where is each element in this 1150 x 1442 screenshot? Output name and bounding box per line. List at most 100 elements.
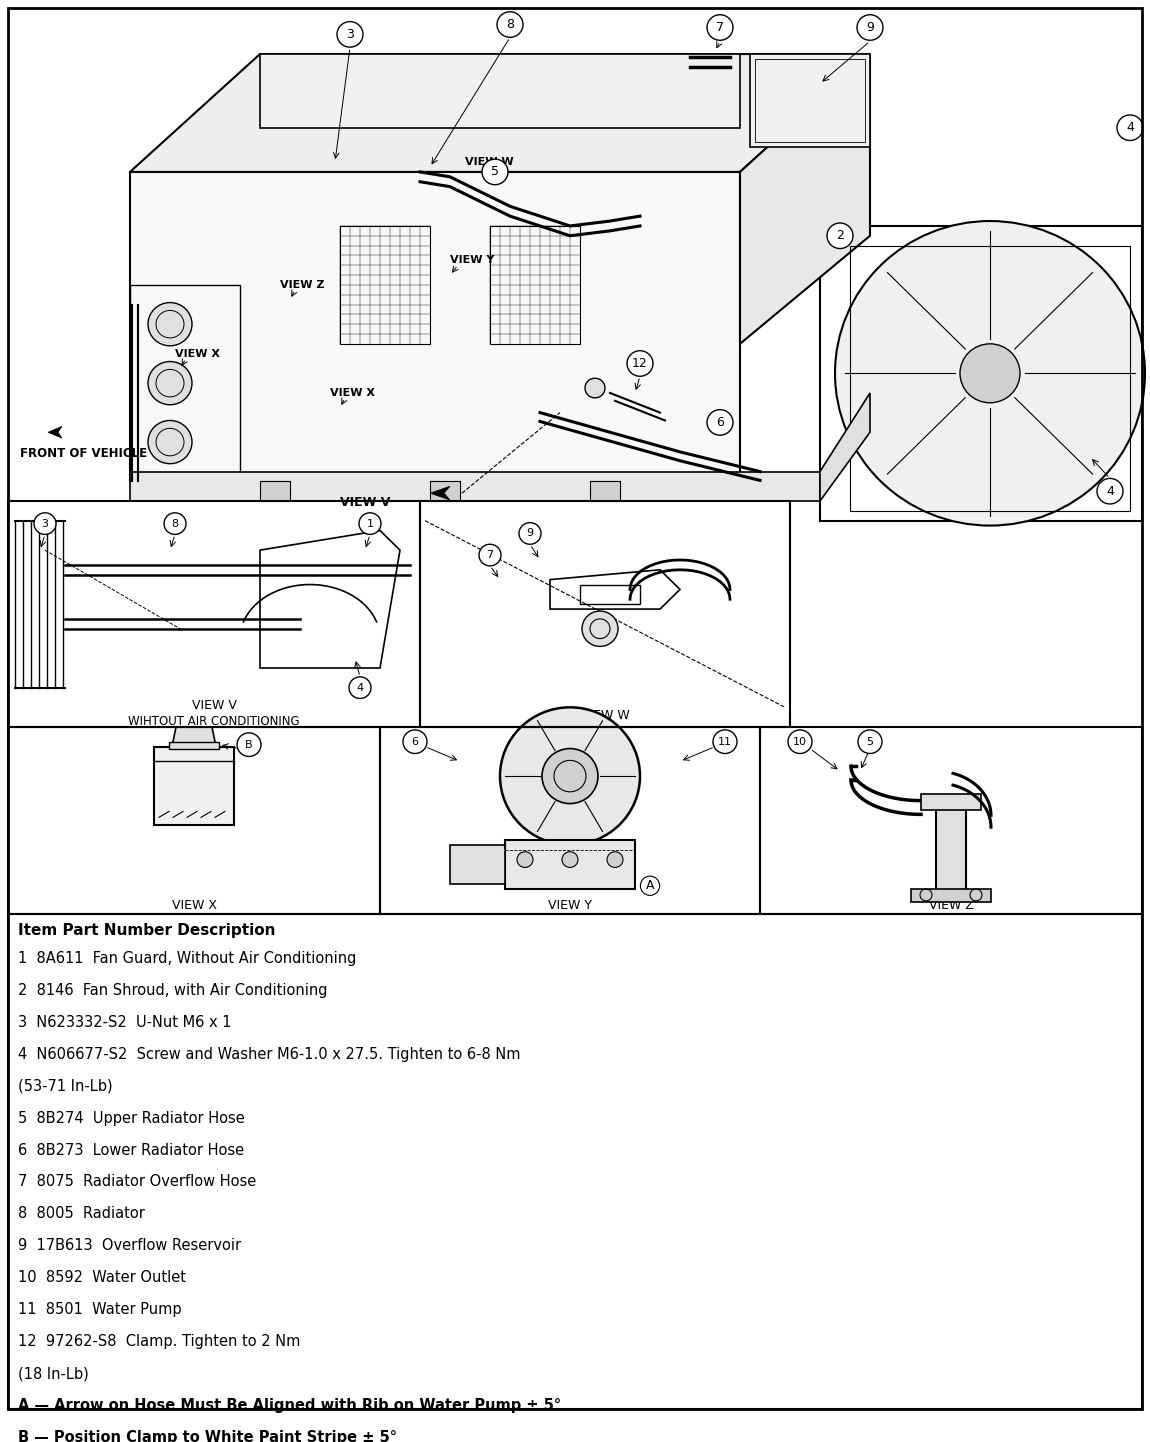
Text: 10  8592  Water Outlet: 10 8592 Water Outlet bbox=[18, 1270, 186, 1285]
Text: 2: 2 bbox=[836, 229, 844, 242]
Text: 9  17B613  Overflow Reservoir: 9 17B613 Overflow Reservoir bbox=[18, 1239, 242, 1253]
Text: A — Arrow on Hose Must Be Aligned with Rib on Water Pump ± 5°: A — Arrow on Hose Must Be Aligned with R… bbox=[18, 1397, 561, 1413]
Text: (53-71 In-Lb): (53-71 In-Lb) bbox=[18, 1079, 113, 1093]
Circle shape bbox=[480, 544, 501, 565]
Circle shape bbox=[585, 378, 605, 398]
Text: VIEW V: VIEW V bbox=[340, 496, 390, 509]
Text: A: A bbox=[646, 880, 654, 893]
Circle shape bbox=[402, 730, 427, 754]
Circle shape bbox=[518, 852, 532, 868]
Circle shape bbox=[857, 14, 883, 40]
Circle shape bbox=[960, 343, 1020, 402]
Text: 9: 9 bbox=[866, 22, 874, 35]
Text: B — Position Clamp to White Paint Stripe ± 5°: B — Position Clamp to White Paint Stripe… bbox=[18, 1430, 397, 1442]
Polygon shape bbox=[172, 727, 216, 747]
Polygon shape bbox=[820, 226, 1142, 521]
Text: VIEW X: VIEW X bbox=[175, 349, 220, 359]
Circle shape bbox=[148, 421, 192, 464]
Polygon shape bbox=[820, 394, 871, 500]
Text: 4: 4 bbox=[356, 682, 363, 692]
Circle shape bbox=[827, 224, 853, 248]
Text: 7  8075  Radiator Overflow Hose: 7 8075 Radiator Overflow Hose bbox=[18, 1174, 256, 1190]
Text: 8: 8 bbox=[506, 19, 514, 32]
Bar bbox=[490, 226, 580, 343]
Polygon shape bbox=[911, 890, 991, 901]
Text: Item Part Number Description: Item Part Number Description bbox=[18, 923, 276, 939]
Text: 5: 5 bbox=[866, 737, 874, 747]
Text: VIEW V: VIEW V bbox=[192, 699, 237, 712]
Text: 3  N623332-S2  U-Nut M6 x 1: 3 N623332-S2 U-Nut M6 x 1 bbox=[18, 1015, 231, 1030]
Polygon shape bbox=[130, 172, 739, 482]
Text: VIEW Y: VIEW Y bbox=[450, 255, 494, 265]
Polygon shape bbox=[450, 845, 505, 884]
Text: 3: 3 bbox=[41, 519, 48, 529]
Text: 1  8A611  Fan Guard, Without Air Conditioning: 1 8A611 Fan Guard, Without Air Condition… bbox=[18, 950, 356, 966]
Circle shape bbox=[359, 513, 381, 535]
Circle shape bbox=[1117, 115, 1143, 140]
Bar bbox=[420, 500, 790, 727]
Text: 4: 4 bbox=[1106, 485, 1114, 497]
Text: 5  8B274  Upper Radiator Hose: 5 8B274 Upper Radiator Hose bbox=[18, 1110, 245, 1126]
Polygon shape bbox=[430, 482, 460, 500]
Polygon shape bbox=[430, 486, 450, 500]
Circle shape bbox=[713, 730, 737, 754]
Text: 1: 1 bbox=[367, 519, 374, 529]
Text: 10: 10 bbox=[793, 737, 807, 747]
Text: VIEW W: VIEW W bbox=[465, 157, 514, 167]
Text: (18 In-Lb): (18 In-Lb) bbox=[18, 1366, 89, 1381]
Circle shape bbox=[482, 159, 508, 185]
Text: 7: 7 bbox=[486, 549, 493, 559]
Text: 2  8146  Fan Shroud, with Air Conditioning: 2 8146 Fan Shroud, with Air Conditioning bbox=[18, 983, 328, 998]
Circle shape bbox=[788, 730, 812, 754]
Circle shape bbox=[707, 410, 733, 435]
Circle shape bbox=[542, 748, 598, 803]
Circle shape bbox=[858, 730, 882, 754]
Text: 4  N606677-S2  Screw and Washer M6-1.0 x 27.5. Tighten to 6-8 Nm: 4 N606677-S2 Screw and Washer M6-1.0 x 2… bbox=[18, 1047, 521, 1061]
Text: 12  97262-S8  Clamp. Tighten to 2 Nm: 12 97262-S8 Clamp. Tighten to 2 Nm bbox=[18, 1334, 300, 1350]
Circle shape bbox=[562, 852, 578, 868]
Text: 11  8501  Water Pump: 11 8501 Water Pump bbox=[18, 1302, 182, 1317]
Polygon shape bbox=[169, 741, 218, 748]
Circle shape bbox=[627, 350, 653, 376]
Text: 6  8B273  Lower Radiator Hose: 6 8B273 Lower Radiator Hose bbox=[18, 1142, 244, 1158]
Circle shape bbox=[164, 513, 186, 535]
Circle shape bbox=[148, 362, 192, 405]
Text: VIEW Z: VIEW Z bbox=[928, 898, 973, 911]
Circle shape bbox=[607, 852, 623, 868]
Text: VIEW Y: VIEW Y bbox=[549, 898, 592, 911]
Text: 6: 6 bbox=[412, 737, 419, 747]
Text: 11: 11 bbox=[718, 737, 733, 747]
Bar bbox=[8, 500, 420, 727]
Text: 8: 8 bbox=[171, 519, 178, 529]
Circle shape bbox=[337, 22, 363, 48]
Circle shape bbox=[497, 12, 523, 37]
Circle shape bbox=[34, 513, 56, 535]
Bar bbox=[340, 226, 430, 343]
Text: 7: 7 bbox=[716, 22, 724, 35]
Circle shape bbox=[500, 708, 641, 845]
Circle shape bbox=[707, 14, 733, 40]
Circle shape bbox=[835, 221, 1145, 525]
Bar bbox=[760, 727, 1142, 914]
Text: VIEW W: VIEW W bbox=[581, 709, 629, 722]
Text: 5: 5 bbox=[491, 166, 499, 179]
Text: B: B bbox=[245, 740, 253, 750]
Bar bbox=[580, 584, 641, 604]
Text: VIEW Z: VIEW Z bbox=[279, 280, 324, 290]
Polygon shape bbox=[936, 806, 966, 894]
Polygon shape bbox=[130, 53, 871, 172]
Text: 3: 3 bbox=[346, 27, 354, 40]
Circle shape bbox=[148, 303, 192, 346]
Text: 9: 9 bbox=[527, 528, 534, 538]
Text: 4: 4 bbox=[1126, 121, 1134, 134]
Polygon shape bbox=[750, 53, 871, 147]
Text: 12: 12 bbox=[632, 358, 647, 371]
Polygon shape bbox=[590, 482, 620, 500]
Polygon shape bbox=[921, 793, 981, 810]
Circle shape bbox=[582, 611, 618, 646]
Polygon shape bbox=[739, 53, 871, 343]
Polygon shape bbox=[154, 747, 233, 825]
Text: 6: 6 bbox=[716, 415, 724, 428]
Text: VIEW X: VIEW X bbox=[171, 898, 216, 911]
Bar bbox=[8, 727, 380, 914]
